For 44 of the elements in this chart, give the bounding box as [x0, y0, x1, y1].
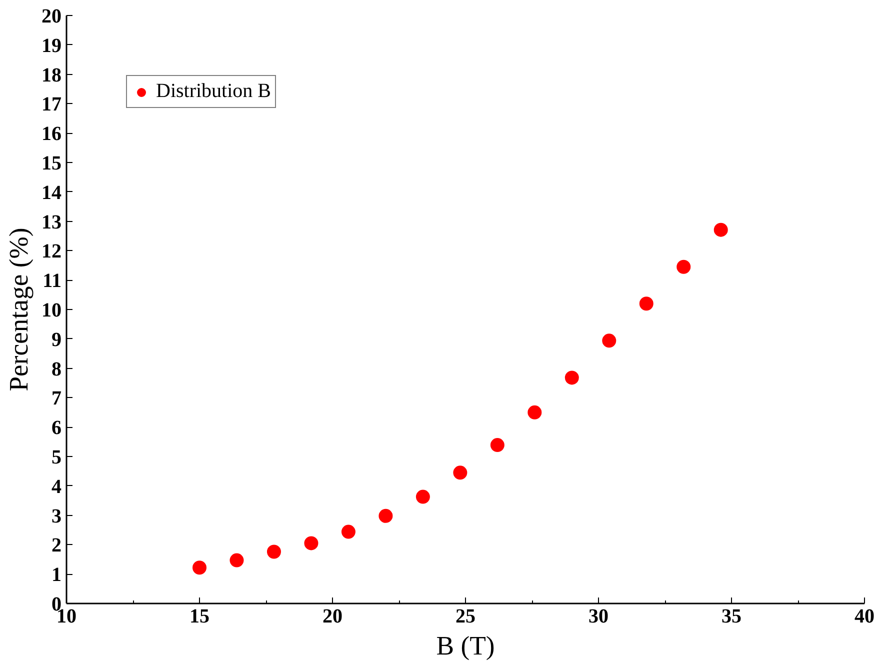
x-axis-title: B (T): [436, 630, 495, 660]
y-tick-label: 1: [52, 564, 62, 586]
y-tick-label: 15: [42, 152, 62, 174]
point: [490, 438, 504, 452]
legend-label: Distribution B: [156, 80, 272, 103]
point: [564, 370, 579, 385]
x-tick-label: 35: [722, 606, 742, 628]
y-tick-label: 18: [42, 64, 62, 86]
point: [230, 553, 244, 568]
y-tick-label: 12: [42, 240, 62, 263]
point: [602, 334, 616, 348]
y-tick-label: 19: [42, 34, 62, 57]
point: [676, 260, 691, 274]
point: [304, 536, 318, 550]
x-tick-label: 30: [588, 606, 608, 628]
y-tick-label: 9: [52, 328, 62, 351]
y-tick-label: 14: [42, 182, 62, 204]
y-tick-label: 10: [42, 300, 62, 322]
y-tick-label: 6: [52, 417, 62, 440]
point: [453, 466, 468, 480]
y-tick-label: 7: [52, 388, 62, 410]
y-tick-label: 13: [42, 211, 62, 234]
y-tick-label: 16: [42, 123, 62, 146]
point: [341, 524, 356, 539]
y-tick-label: 17: [42, 94, 62, 116]
point: [639, 296, 654, 311]
point: [528, 405, 542, 420]
y-tick-label: 11: [42, 270, 62, 292]
y-tick-label: 20: [42, 6, 62, 28]
x-tick-label: 20: [322, 606, 342, 628]
point: [714, 222, 728, 237]
y-tick-label: 5: [52, 446, 62, 468]
y-tick-label: 8: [52, 358, 62, 380]
point: [416, 490, 430, 504]
x-tick-label: 25: [456, 606, 476, 628]
y-tick-label: 2: [52, 534, 62, 557]
y-axis-title: Percentage (%): [4, 228, 34, 392]
point: [378, 508, 393, 523]
y-tick-label: 4: [52, 476, 62, 498]
point: [192, 560, 206, 575]
x-tick-label: 40: [854, 606, 874, 628]
y-tick-label: 3: [52, 505, 62, 528]
x-tick-label: 15: [190, 606, 210, 628]
point: [266, 544, 281, 559]
